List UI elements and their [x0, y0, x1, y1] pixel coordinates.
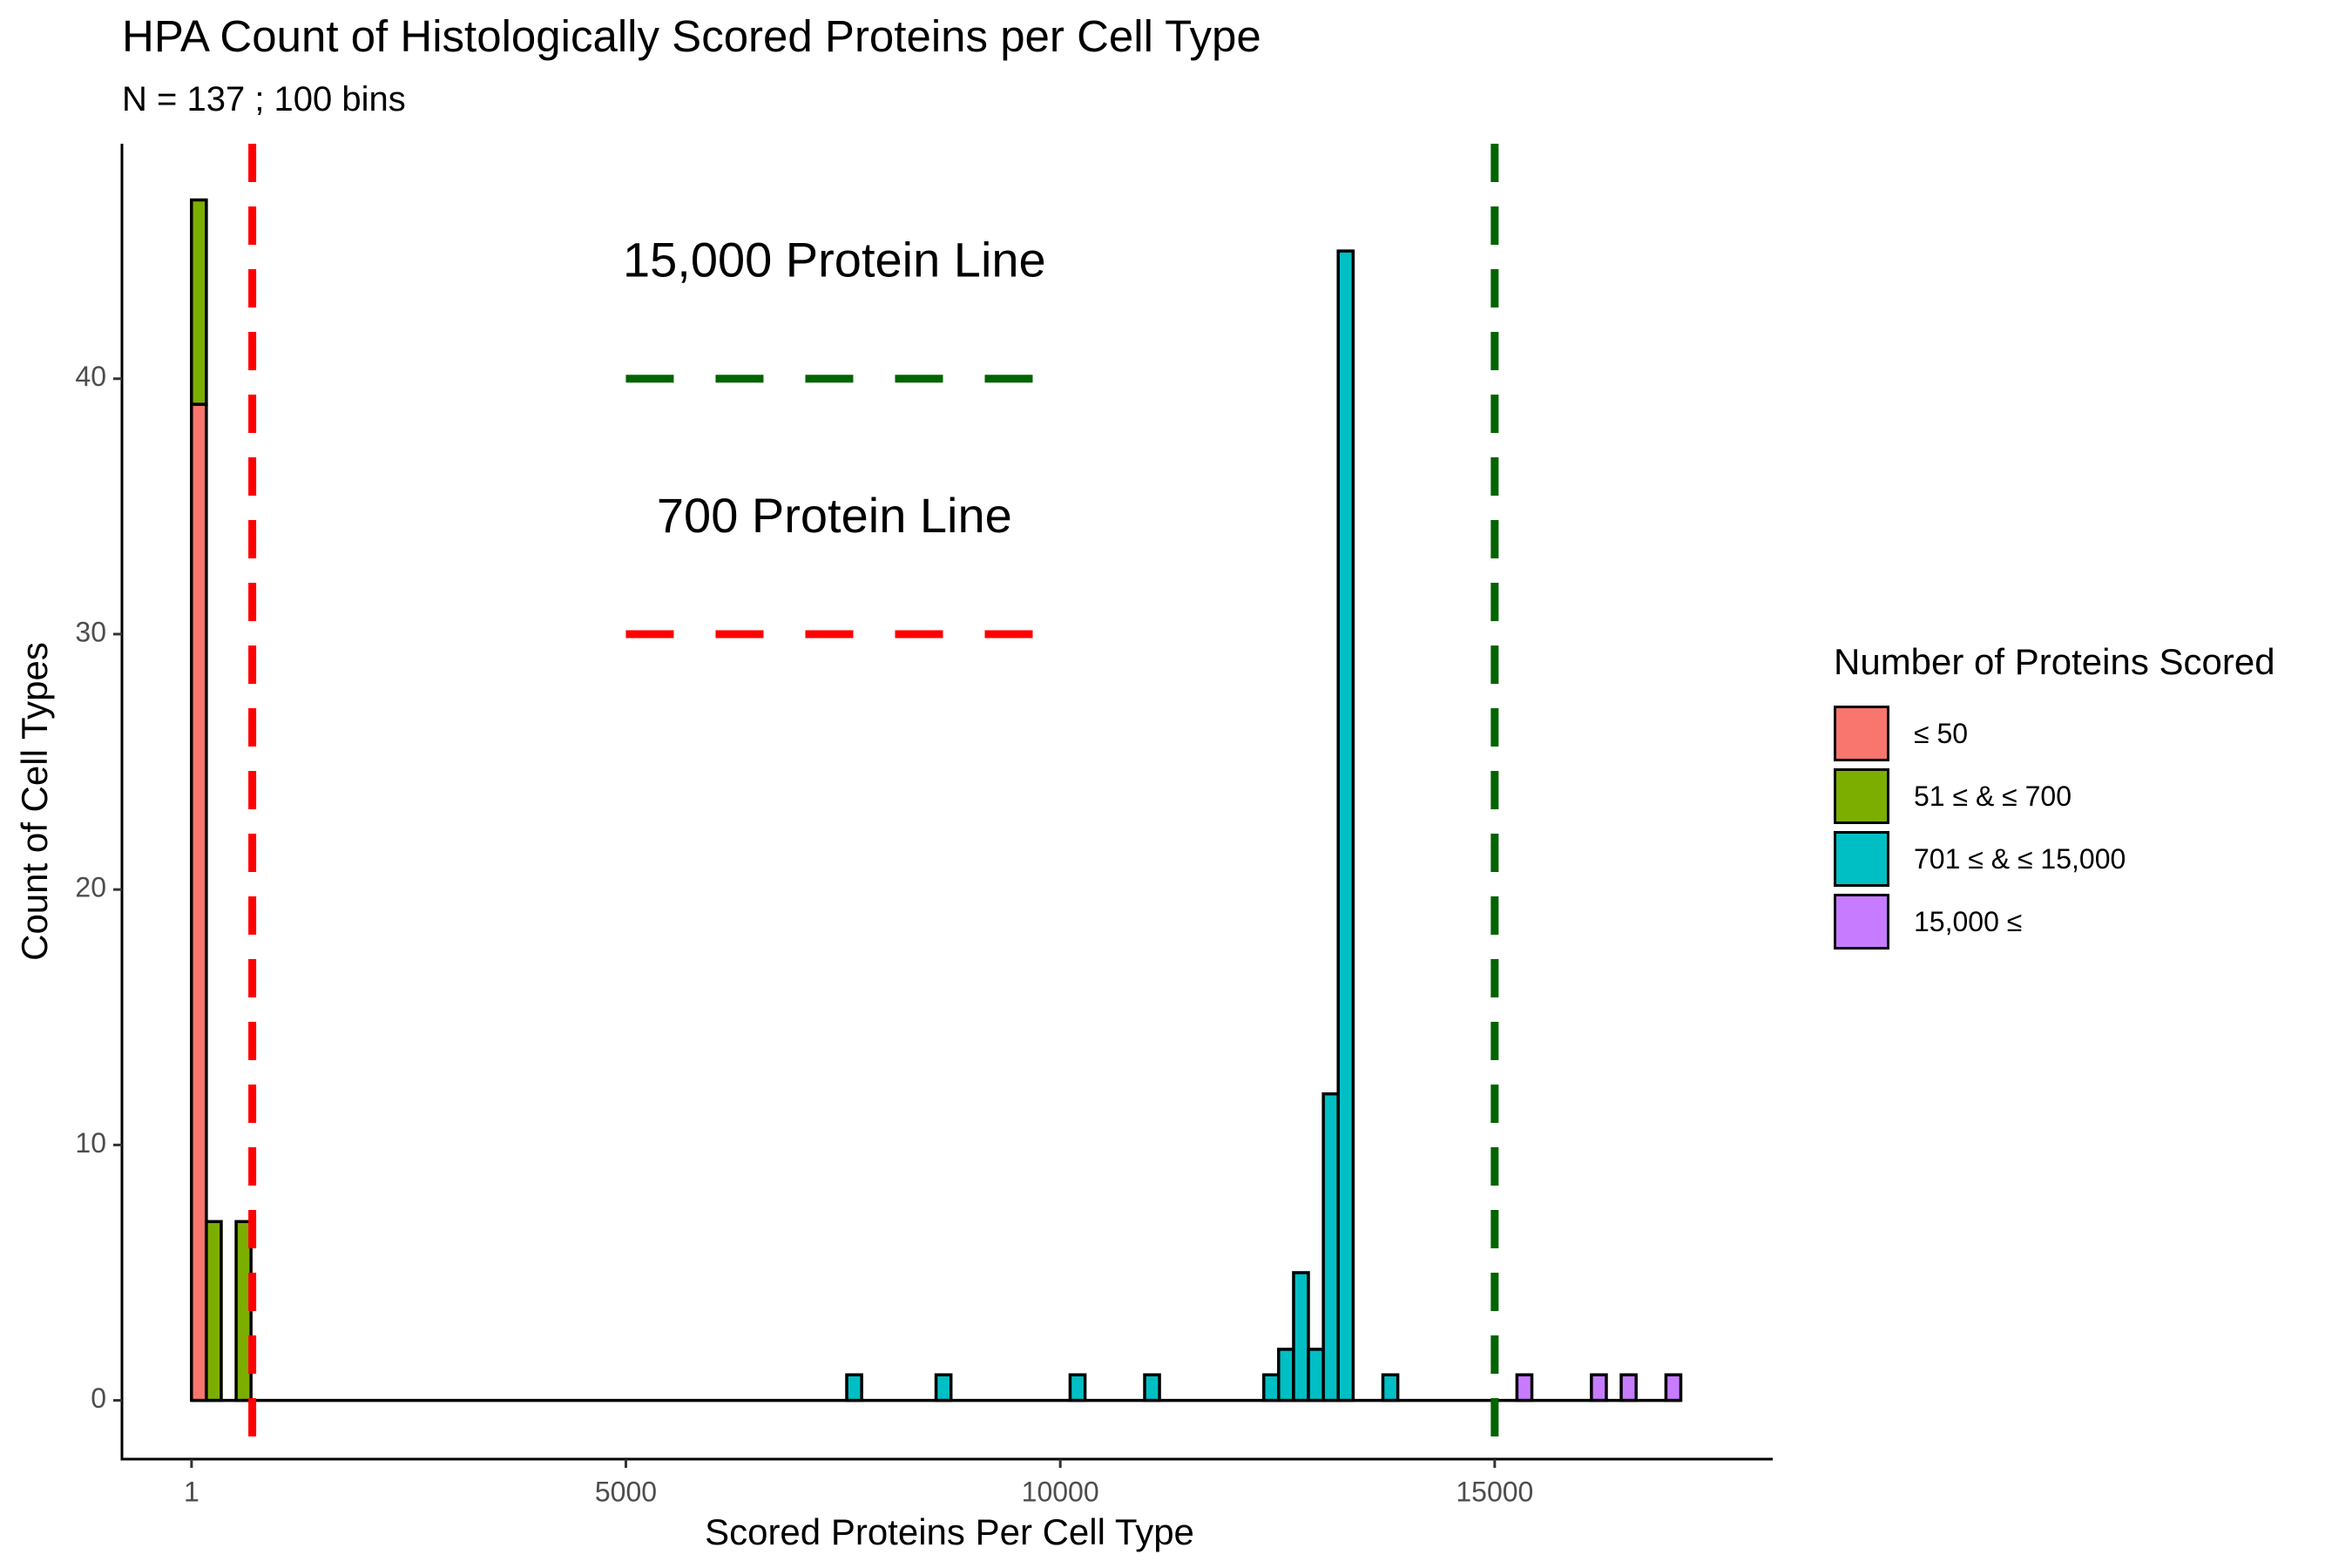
legend-label: 701 ≤ & ≤ 15,000: [1914, 842, 2126, 875]
legend-swatch: [1834, 768, 1889, 824]
annotation-text: 700 Protein Line: [657, 488, 1012, 543]
histogram-bar: [1381, 1373, 1400, 1402]
legend-label: 51 ≤ & ≤ 700: [1914, 780, 2072, 812]
annotation-text: 15,000 Protein Line: [623, 233, 1046, 287]
histogram-bar: [1321, 1092, 1340, 1402]
x-tick-label: 1: [184, 1476, 199, 1507]
histogram-bar: [1590, 1373, 1608, 1402]
legend-swatch: [1834, 831, 1889, 887]
legend: Number of Proteins Scored ≤ 50 51 ≤ & ≤ …: [1834, 641, 2275, 953]
histogram-bar: [190, 402, 208, 1402]
histogram-bar: [1261, 1373, 1281, 1402]
legend-item: 15,000 ≤: [1834, 890, 2275, 953]
chart-title: HPA Count of Histologically Scored Prote…: [122, 11, 1261, 61]
y-tick-label: 20: [75, 872, 106, 903]
histogram-bar: [1277, 1348, 1295, 1402]
x-axis-label: Scored Proteins Per Cell Type: [705, 1511, 1194, 1552]
histogram-bar: [934, 1373, 953, 1402]
y-tick-label: 30: [75, 616, 106, 647]
histogram-bar: [1515, 1373, 1534, 1402]
x-tick-label: 5000: [595, 1476, 657, 1507]
legend-item: 51 ≤ & ≤ 700: [1834, 765, 2275, 828]
legend-swatch: [1834, 706, 1889, 761]
histogram-bar: [1336, 249, 1355, 1402]
histogram-bar: [205, 1220, 223, 1402]
x-tick-label: 10000: [1022, 1476, 1099, 1507]
y-tick-label: 10: [75, 1127, 106, 1159]
y-axis-label: Count of Cell Types: [14, 642, 55, 961]
histogram-bar: [1068, 1373, 1087, 1402]
legend-label: ≤ 50: [1914, 717, 1969, 749]
annotations-layer: 15,000 Protein Line 700 Protein Line: [623, 233, 1046, 639]
y-tick-label: 0: [91, 1382, 106, 1414]
histogram-bar: [845, 1373, 863, 1402]
x-tick-label: 15000: [1456, 1476, 1533, 1507]
legend-item: ≤ 50: [1834, 702, 2275, 765]
histogram-bar: [1143, 1373, 1161, 1402]
histogram-bar: [1664, 1373, 1683, 1402]
y-tick-label: 40: [75, 361, 106, 392]
histogram-bar: [1619, 1373, 1638, 1402]
legend-swatch: [1834, 894, 1889, 950]
histogram-bar: [190, 198, 208, 406]
histogram-bar: [1292, 1271, 1310, 1402]
legend-item: 701 ≤ & ≤ 15,000: [1834, 828, 2275, 890]
reference-lines-layer: [248, 144, 1499, 1459]
legend-title: Number of Proteins Scored: [1834, 641, 2275, 682]
histogram-bar: [1307, 1348, 1325, 1402]
bars-layer: [190, 198, 1683, 1402]
chart-subtitle: N = 137 ; 100 bins: [122, 80, 406, 118]
legend-label: 15,000 ≤: [1914, 905, 2023, 937]
